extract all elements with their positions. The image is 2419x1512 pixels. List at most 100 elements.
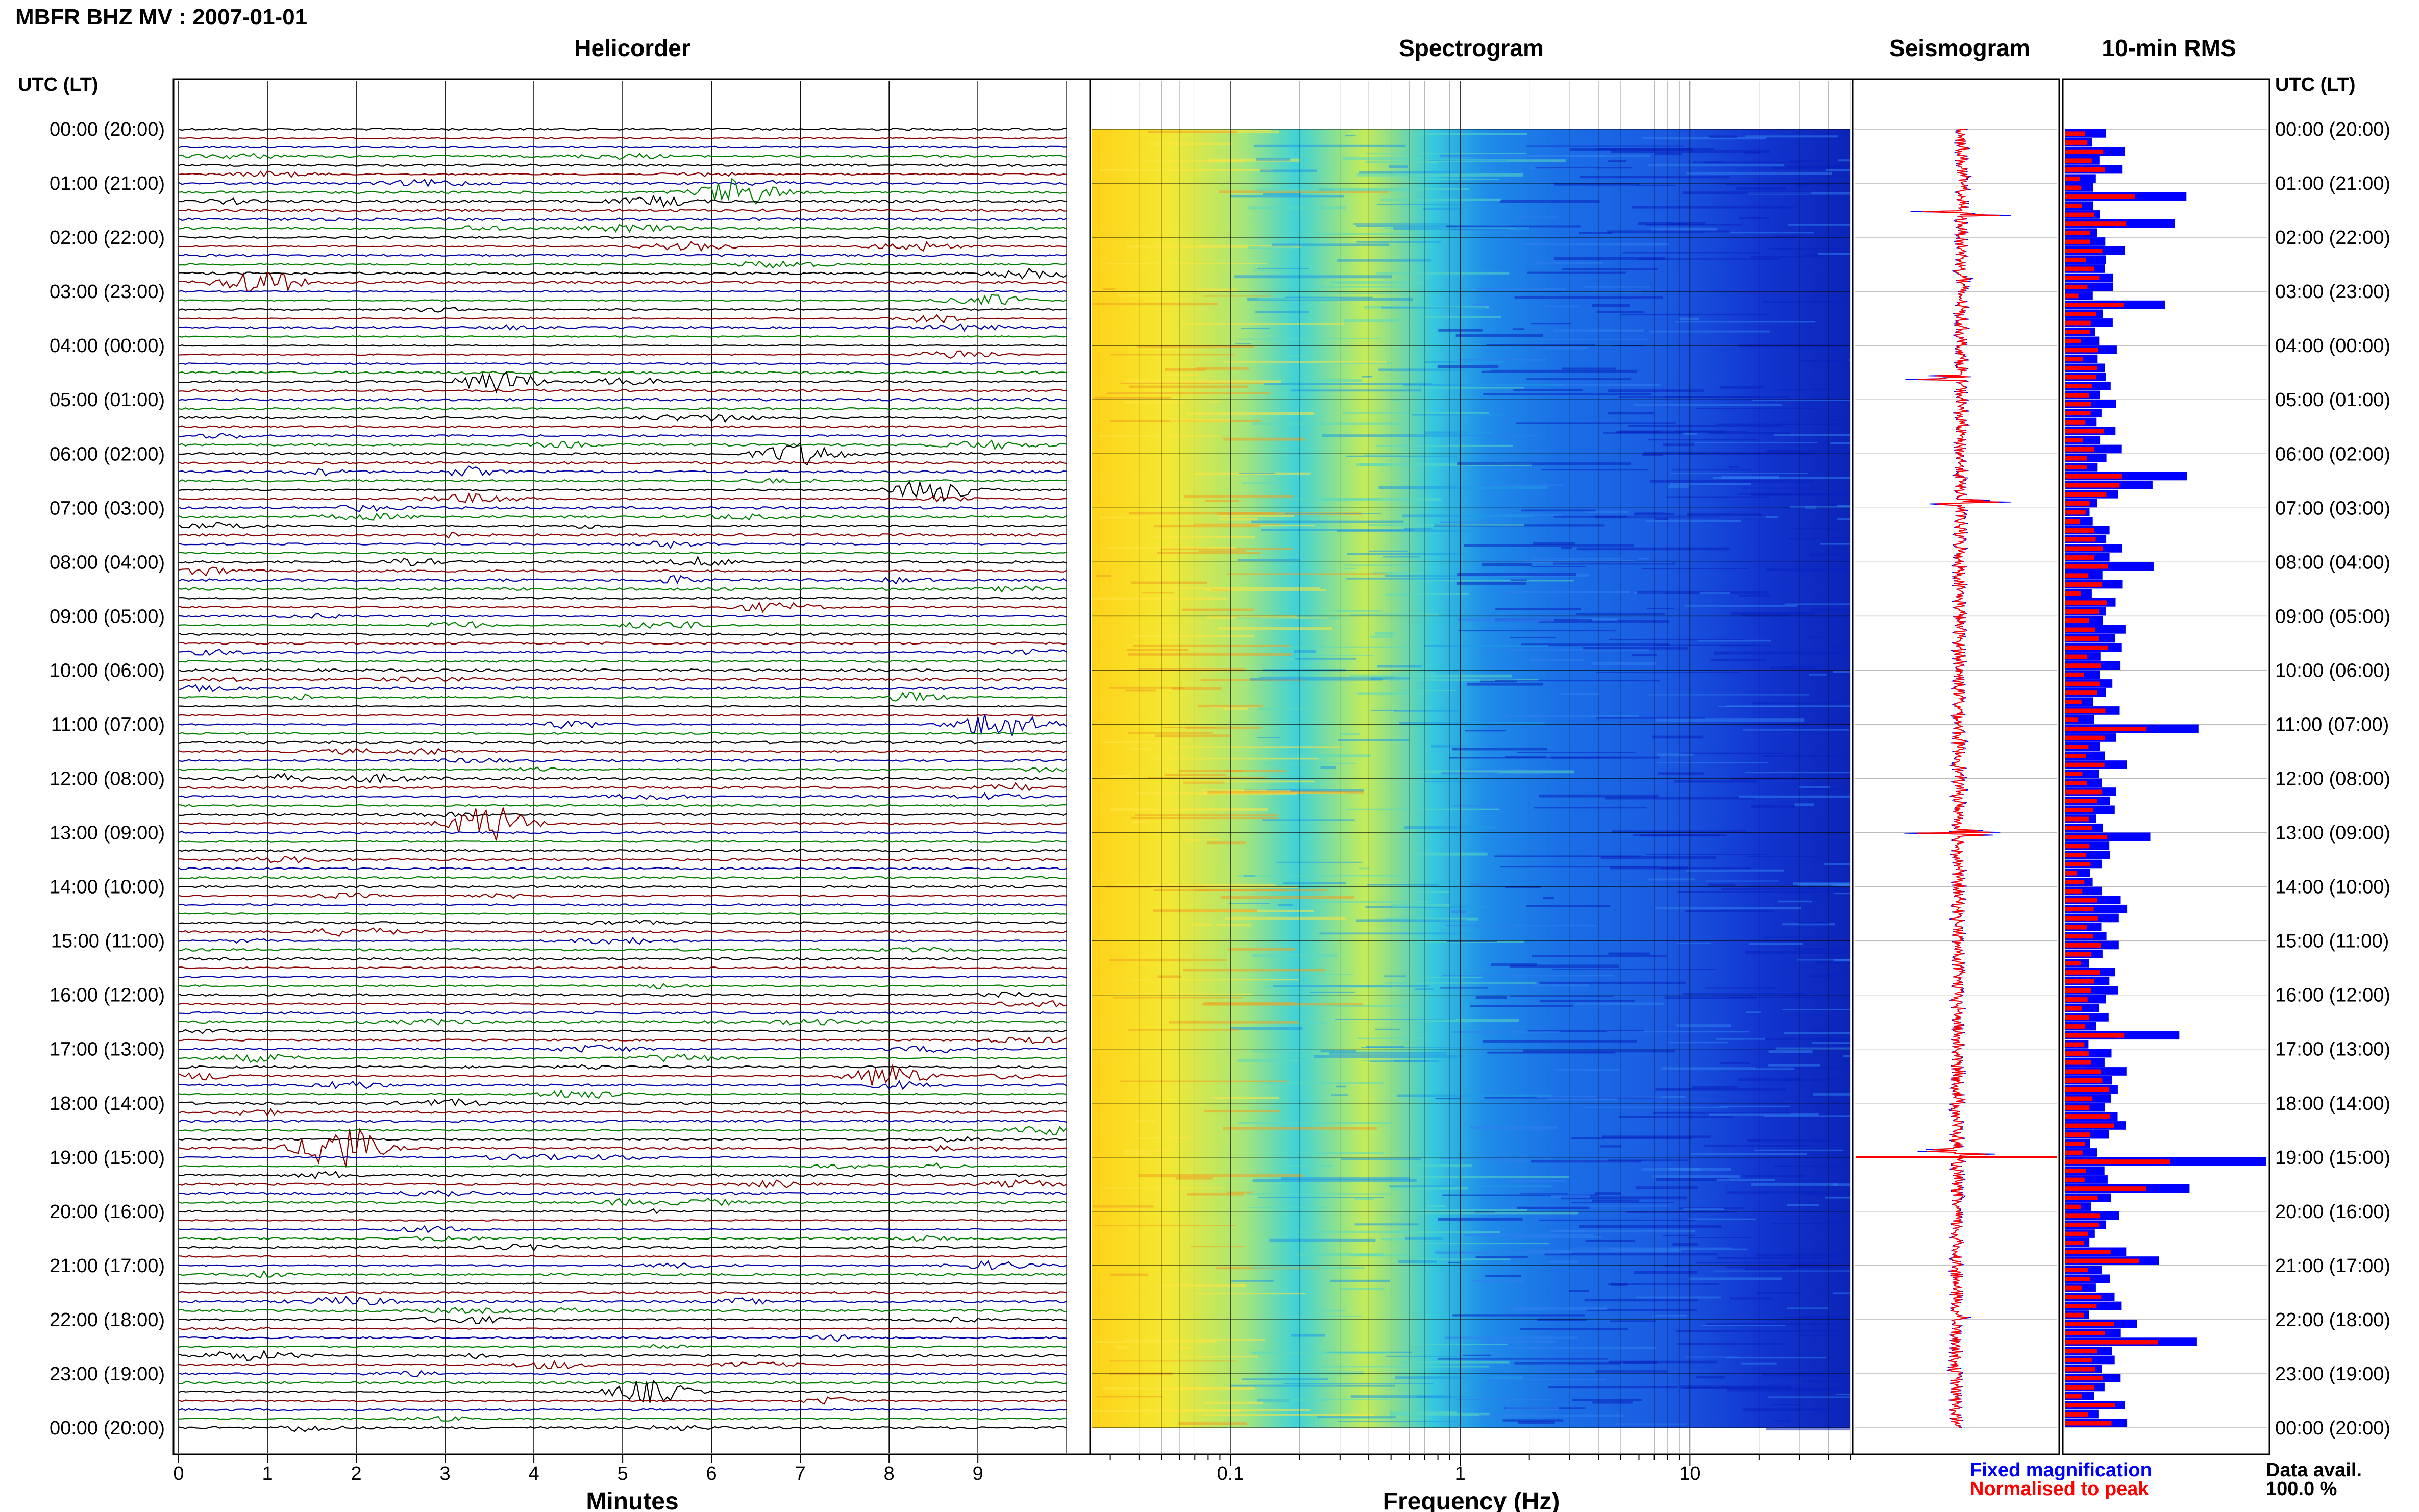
spectrogram-streak xyxy=(1510,637,1556,638)
helicorder-trace xyxy=(178,235,1067,239)
spectrogram-streak xyxy=(1675,1330,1842,1332)
spectrogram-streak xyxy=(1457,573,1576,576)
spectrogram-streak xyxy=(1708,432,1790,434)
spectrogram-streak xyxy=(1533,542,1575,545)
time-label-left: 14:00 (10:00) xyxy=(50,877,165,898)
spectrogram-streak xyxy=(1717,1257,1827,1259)
rms-normalised-bar xyxy=(2065,284,2088,289)
helicorder-trace xyxy=(178,792,1067,801)
spectrogram-streak xyxy=(1521,509,1596,512)
rms-normalised-bar xyxy=(2065,1213,2100,1219)
spectrogram-streak xyxy=(1648,163,1784,167)
time-label-right: 04:00 (00:00) xyxy=(2275,335,2390,357)
spectrogram-streak xyxy=(1217,924,1251,927)
spectrogram-streak xyxy=(1539,981,1686,984)
spectrogram-streak xyxy=(1458,618,1618,621)
spectrogram-streak xyxy=(1128,1029,1240,1031)
spectrogram-streak xyxy=(1127,245,1301,248)
rms-normalised-bar xyxy=(2065,618,2089,623)
spectrogram-streak xyxy=(1412,1344,1508,1345)
spectrogram-streak xyxy=(1475,1256,1528,1258)
spectrogram-streak xyxy=(1766,450,1850,453)
spectrogram-streak xyxy=(1337,259,1431,262)
helicorder-trace xyxy=(178,1197,1067,1206)
spectrogram-streak xyxy=(1459,358,1547,361)
spectrogram-streak xyxy=(1095,1341,1217,1343)
spectrogram-streak xyxy=(1746,1139,1834,1142)
spectrogram-streak xyxy=(1648,878,1695,881)
rms-normalised-bar xyxy=(2065,1123,2114,1128)
spectrogram-streak xyxy=(1634,1271,1698,1274)
spectrogram-streak xyxy=(1798,922,1829,925)
spectrogram-streak xyxy=(1329,1052,1447,1055)
rms-normalised-bar xyxy=(2065,1304,2097,1308)
helicorder-trace xyxy=(178,1208,1067,1214)
spectrogram-streak xyxy=(1809,674,1827,676)
helicorder-trace xyxy=(178,178,1067,188)
spectrogram-streak xyxy=(1322,1398,1390,1400)
rms-normalised-bar xyxy=(2065,1132,2091,1137)
helicorder-trace xyxy=(178,575,1067,585)
helicorder-trace xyxy=(178,307,1067,313)
rms-normalised-bar xyxy=(2065,1331,2105,1335)
minute-tick-label: 2 xyxy=(351,1463,361,1484)
spectrogram-streak xyxy=(1223,1127,1377,1130)
spectrogram-streak xyxy=(1691,1153,1807,1155)
spectrogram-streak xyxy=(1309,286,1414,288)
spectrogram-streak xyxy=(1649,480,1815,483)
helicorder-trace xyxy=(178,912,1067,915)
helicorder-trace xyxy=(178,478,1067,484)
spectrogram-streak xyxy=(1510,579,1527,581)
spectrogram-streak xyxy=(1356,692,1425,695)
spectrogram-streak xyxy=(1466,769,1529,771)
spectrogram-streak xyxy=(1636,1186,1698,1189)
rms-normalised-bar xyxy=(2065,690,2097,695)
spectrogram-streak xyxy=(1230,1027,1303,1030)
rms-normalised-bar xyxy=(2065,501,2090,506)
spectrogram-streak xyxy=(1670,473,1808,474)
spectrogram-streak xyxy=(1514,296,1663,299)
spectrogram-streak xyxy=(1479,484,1564,486)
spectrogram-streak xyxy=(1396,1094,1552,1097)
seismogram-normalised-trace xyxy=(1856,129,2057,1428)
rms-normalised-bar xyxy=(2065,1042,2085,1047)
spectrogram-streak xyxy=(1273,562,1293,565)
spectrogram-streak xyxy=(1641,137,1767,140)
rms-normalised-bar xyxy=(2065,600,2107,605)
spectrogram-streak xyxy=(1556,384,1661,386)
helicorder-trace xyxy=(178,748,1067,755)
spectrogram-streak xyxy=(1441,772,1500,775)
helicorder-trace xyxy=(178,621,1067,629)
spectrogram-streak xyxy=(1481,649,1650,651)
spectrogram-streak xyxy=(1713,651,1850,655)
rms-normalised-bar xyxy=(2065,799,2097,804)
spectrogram-streak xyxy=(1663,443,1695,447)
spectrogram-streak xyxy=(1340,733,1360,735)
spectrogram-streak xyxy=(1655,518,1668,520)
spectrogram-streak xyxy=(1110,1273,1149,1276)
rms-normalised-bar xyxy=(2065,672,2084,677)
helicorder-trace xyxy=(178,757,1067,763)
spectrogram-streak xyxy=(1505,756,1546,758)
helicorder-trace xyxy=(178,1234,1067,1242)
spectrogram-streak xyxy=(1729,466,1739,469)
rms-normalised-bar xyxy=(2065,492,2107,497)
helicorder-trace xyxy=(178,433,1067,439)
spectrogram-streak xyxy=(1202,1414,1374,1416)
rms-normalised-bar xyxy=(2065,456,2087,461)
spectrogram-streak xyxy=(1583,1106,1729,1108)
spectrogram-streak xyxy=(1131,748,1153,750)
time-label-left: 13:00 (09:00) xyxy=(50,823,165,844)
spectrogram-streak xyxy=(1196,367,1249,370)
spectrogram-streak xyxy=(1756,1253,1850,1257)
spectrogram-streak xyxy=(1703,232,1814,234)
rms-normalised-bar xyxy=(2065,1051,2089,1056)
spectrogram-streak xyxy=(1280,1164,1333,1167)
rms-normalised-bar xyxy=(2065,745,2089,749)
helicorder-trace xyxy=(178,1028,1067,1034)
spectrogram-streak xyxy=(1766,568,1850,572)
spectrogram-streak xyxy=(1847,1068,1850,1071)
spectrogram-streak xyxy=(1818,1039,1850,1042)
spectrogram-streak xyxy=(1785,1078,1850,1081)
rms-normalised-bar xyxy=(2065,167,2105,172)
